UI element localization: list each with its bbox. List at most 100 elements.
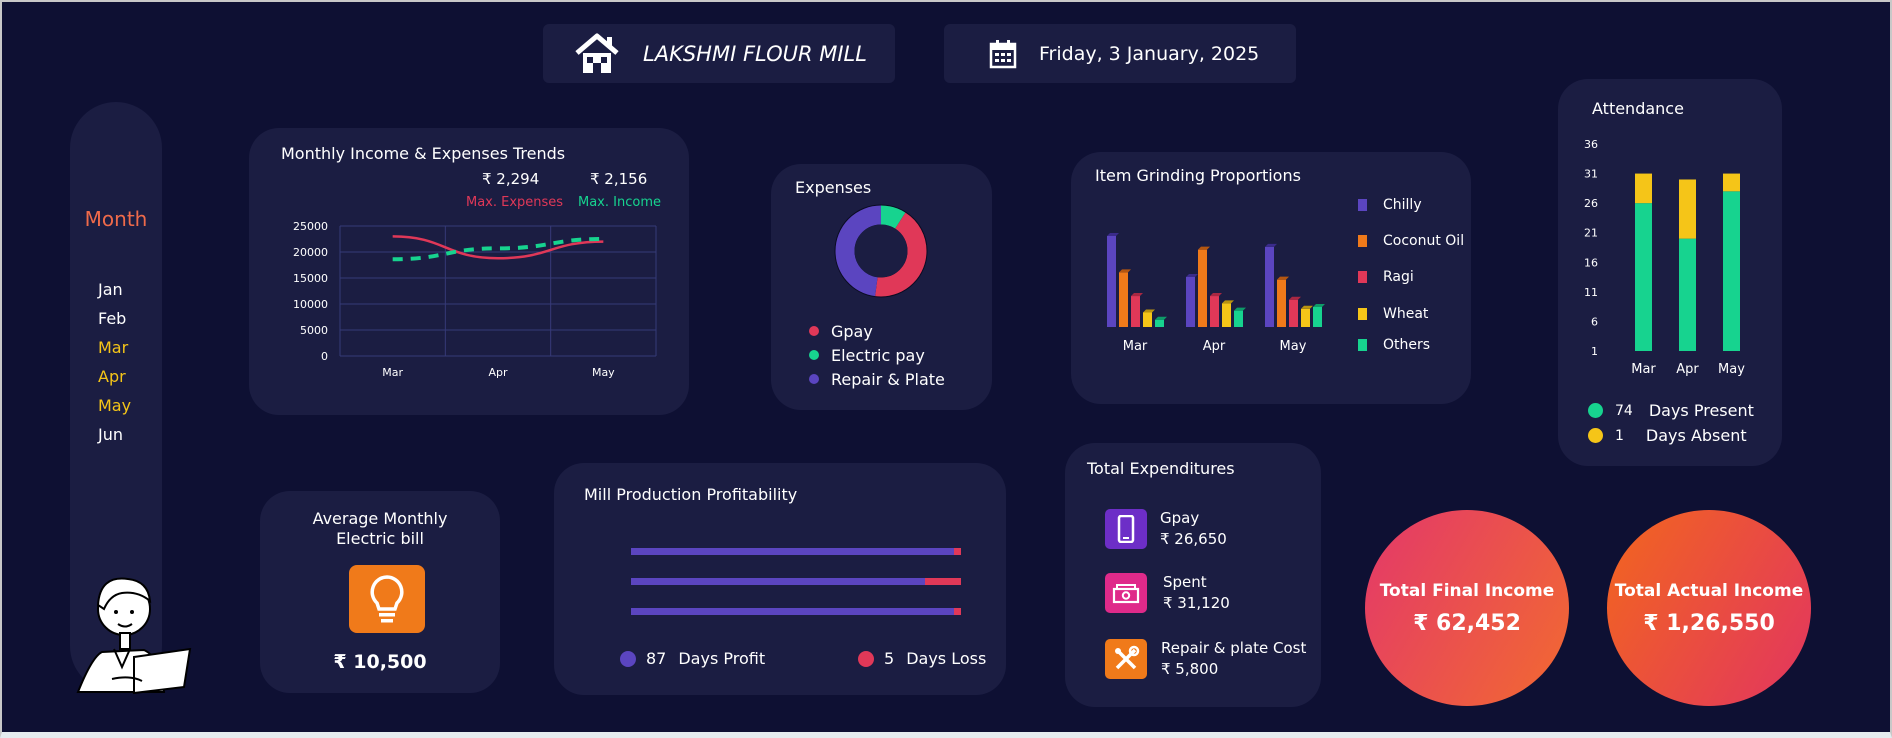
trend-x-tick-label: May <box>592 366 615 379</box>
profit-bar-segment <box>631 608 955 615</box>
grind-bar-top <box>1107 233 1119 236</box>
present-count: 74 <box>1615 402 1633 419</box>
attendance-present-bar-apr <box>1679 238 1696 351</box>
days-loss-legend: 5 Days Loss <box>858 649 986 668</box>
trend-y-tick-label: 0 <box>321 350 328 363</box>
attendance-x-tick-label: May <box>1718 362 1745 377</box>
profit-count: 87 <box>646 649 667 668</box>
max-expenses-value: ₹ 2,294 <box>482 170 540 188</box>
grind-bar-apr-coconut-oil <box>1198 249 1207 327</box>
absent-label: Days Absent <box>1645 426 1747 445</box>
actual-income-label: Total Actual Income <box>1614 580 1804 601</box>
legend-swatch <box>1358 308 1367 320</box>
income-line <box>392 237 604 262</box>
gpay-value: ₹ 26,650 <box>1160 530 1227 548</box>
month-item-mar[interactable]: Mar <box>98 338 129 357</box>
days-profit-legend: 87 Days Profit <box>620 649 765 668</box>
attendance-x-tick-label: Mar <box>1631 362 1656 377</box>
grind-bar-apr-ragi <box>1210 296 1219 327</box>
legend-dot <box>809 350 819 360</box>
trend-y-tick-label: 25000 <box>293 220 328 233</box>
expenses-line <box>392 235 604 260</box>
person-with-laptop-illustration <box>76 577 192 695</box>
grinding-legend-item: Wheat <box>1358 306 1428 322</box>
grind-x-tick-label: Mar <box>1123 339 1148 354</box>
grind-bar-mar-coconut-oil <box>1119 272 1128 327</box>
total-expenditures-card: Total Expenditures Gpay ₹ 26,650 Spent ₹… <box>1065 443 1321 707</box>
grinding-title: Item Grinding Proportions <box>1095 166 1301 185</box>
max-expenses-label: Max. Expenses <box>466 195 564 210</box>
grind-bar-mar-wheat <box>1143 312 1152 327</box>
grind-bar-apr-chilly <box>1186 276 1195 327</box>
actual-income-value: ₹ 1,26,550 <box>1643 610 1775 636</box>
max-income-value: ₹ 2,156 <box>590 170 648 188</box>
grind-bar-top <box>1277 276 1289 280</box>
attendance-absent-bar-apr <box>1679 179 1696 239</box>
grinding-bar-chart: Mar Apr May <box>1107 233 1325 354</box>
house-icon <box>575 33 619 73</box>
legend-swatch <box>1358 339 1367 351</box>
legend-label: Wheat <box>1383 306 1429 322</box>
attendance-x-tick-label: Apr <box>1676 362 1699 377</box>
grind-bar-top <box>1186 273 1198 277</box>
current-date: Friday, 3 January, 2025 <box>1039 42 1260 65</box>
month-list: Jan Feb Mar Apr May Jun <box>98 280 131 454</box>
mill-name-banner: LAKSHMI FLOUR MILL <box>543 24 895 83</box>
date-banner: Friday, 3 January, 2025 <box>944 24 1296 83</box>
grinding-legend-item: Ragi <box>1358 269 1414 285</box>
gpay-label: Gpay <box>1160 509 1200 527</box>
attendance-absent-bar-mar <box>1635 173 1652 204</box>
legend-swatch <box>1358 271 1367 283</box>
income-expenses-trends-card: Monthly Income & Expenses Trends ₹ 2,294… <box>249 128 689 415</box>
absent-count: 1 <box>1615 427 1624 444</box>
expenses-legend-item: Gpay <box>809 319 945 343</box>
absent-dot <box>1588 428 1603 443</box>
legend-label: Repair & Plate <box>831 369 945 389</box>
profit-label: Days Profit <box>678 649 766 668</box>
bulb-icon <box>349 565 425 633</box>
grind-bar-top <box>1155 316 1167 320</box>
present-label: Days Present <box>1648 401 1754 420</box>
trends-line-chart: 0 5000 10000 15000 20000 25000 Mar Apr May <box>293 220 657 379</box>
grind-bar-may-coconut-oil <box>1277 279 1286 327</box>
grind-bar-apr-wheat <box>1222 303 1231 327</box>
month-item-may[interactable]: May <box>98 396 132 415</box>
month-item-feb[interactable]: Feb <box>98 309 127 328</box>
loss-bar-segment <box>954 608 961 615</box>
electric-title-line1: Average Monthly <box>312 509 448 528</box>
cash-icon <box>1105 573 1147 613</box>
grind-x-tick-label: Apr <box>1203 339 1226 354</box>
grind-bar-top <box>1198 246 1210 250</box>
month-item-apr[interactable]: Apr <box>98 367 126 386</box>
month-item-jan[interactable]: Jan <box>98 280 123 299</box>
expenses-donut-chart <box>834 204 928 298</box>
present-dot <box>1588 403 1603 418</box>
grind-bar-may-wheat <box>1301 308 1310 327</box>
grind-bar-may-ragi <box>1289 299 1298 327</box>
days-absent-legend: 1 Days Absent <box>1588 426 1747 445</box>
attendance-y-tick-label: 1 <box>1591 345 1598 358</box>
profit-bar-segment <box>631 578 925 585</box>
total-final-income: Total Final Income ₹ 62,452 <box>1365 510 1569 706</box>
calendar-icon <box>989 39 1017 68</box>
attendance-absent-bar-may <box>1723 173 1740 192</box>
expenses-legend-item: Electric pay <box>809 343 945 367</box>
expenditures-title: Total Expenditures <box>1087 459 1235 478</box>
expenses-legend: Gpay Electric pay Repair & Plate <box>809 319 945 391</box>
month-item-jun[interactable]: Jun <box>98 425 123 444</box>
month-slicer-title: Month <box>84 207 148 231</box>
tools-icon <box>1105 639 1147 679</box>
legend-swatch <box>1358 235 1367 247</box>
attendance-y-tick-label: 21 <box>1584 227 1598 240</box>
grind-bar-top <box>1301 305 1313 309</box>
loss-bar-segment <box>924 578 961 585</box>
grind-bar-top <box>1210 293 1222 297</box>
month-slicer: Month Jan Feb Mar Apr May Jun <box>70 102 192 695</box>
grinding-legend-item: Chilly <box>1358 197 1422 213</box>
legend-label: Ragi <box>1383 269 1414 285</box>
grind-bar-top <box>1143 309 1155 313</box>
max-income-label: Max. Income <box>578 195 661 210</box>
trend-y-tick-label: 20000 <box>293 246 328 259</box>
